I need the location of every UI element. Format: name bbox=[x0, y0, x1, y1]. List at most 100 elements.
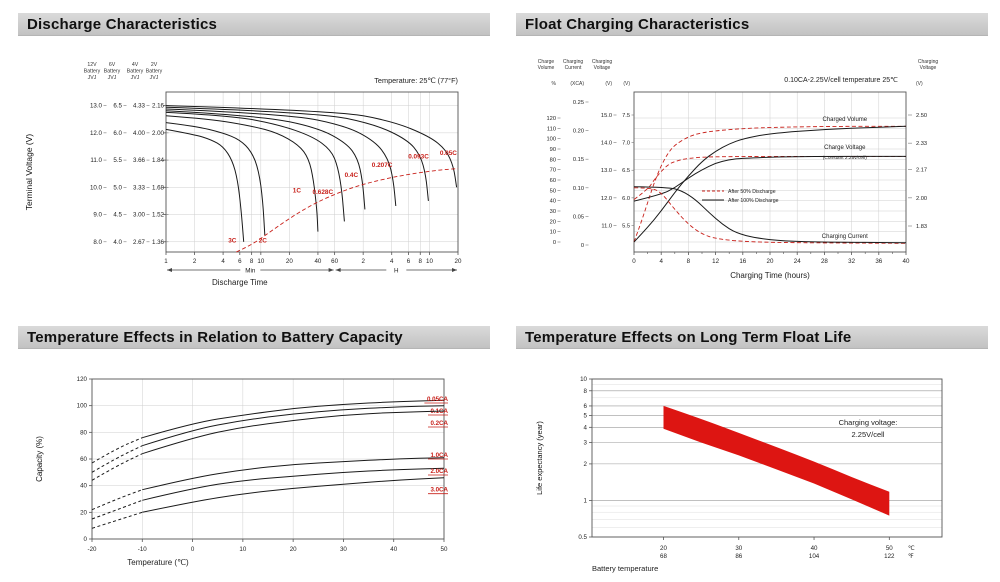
capacity-curve-ext-0.2CA bbox=[91, 453, 143, 481]
battery-column-header: JVJ bbox=[108, 75, 117, 81]
axis-tick-label: 70 bbox=[550, 168, 556, 174]
curve-label: Charged Volume bbox=[822, 117, 867, 123]
axis-header: Charge bbox=[538, 59, 555, 65]
curve-label: Charge Voltage bbox=[824, 145, 866, 151]
capacity-curve-2.0CA bbox=[142, 467, 445, 501]
x-tick-label: 2 bbox=[193, 258, 197, 265]
temperature-note: Temperature: 25℃ (77°F) bbox=[374, 76, 458, 85]
temp-capacity-plot: 0 20 40 60 80 100 120 -20 -10 0 10 20 30 40 50 Capacity… bbox=[35, 376, 449, 567]
x-tick-label: 4 bbox=[659, 258, 663, 265]
legend: After 50% Discharge After 100% Discharge bbox=[702, 189, 779, 204]
gridlines bbox=[634, 92, 906, 252]
axis-tick-label: 2.33 bbox=[916, 141, 927, 147]
axis-tick-label: 11.0 bbox=[601, 223, 612, 229]
x-tick-label: 20 bbox=[290, 546, 297, 553]
x-tick-label: 0 bbox=[191, 546, 195, 553]
curve-charged-volume-after-50 bbox=[633, 125, 906, 243]
axis-tick-label: 0.05 bbox=[573, 214, 584, 220]
plot-border bbox=[591, 378, 943, 538]
x-tick-label-fahrenheit: 68 bbox=[660, 553, 667, 560]
discharge-curve-0.207C bbox=[165, 108, 397, 207]
discharge-curve-1C bbox=[165, 115, 319, 232]
voltage-tick-label: 8.0 bbox=[93, 239, 102, 246]
voltage-tick-label: 1.84 bbox=[152, 157, 165, 164]
voltage-tick-label: 1.36 bbox=[152, 239, 165, 246]
axis-tick-label: 0.10 bbox=[573, 186, 584, 192]
panel-temp-capacity: Temperature Effects in Relation to Batte… bbox=[18, 326, 490, 573]
axis-unit: (V) bbox=[605, 81, 612, 87]
axis-tick-label: 14.0 bbox=[601, 141, 612, 147]
rate-label: 0.628C bbox=[312, 189, 333, 196]
rate-label: 0.05C bbox=[440, 150, 457, 157]
section-header-float-charging: Float Charging Characteristics bbox=[516, 13, 988, 36]
voltage-tick-label: 4.00 bbox=[133, 130, 146, 137]
battery-column-header: JVJ bbox=[150, 75, 159, 81]
x-tick-label: -10 bbox=[138, 546, 148, 553]
temperature-capacity-chart: 0 20 40 60 80 100 120 -20 -10 0 10 20 30 40 50 Capacity… bbox=[35, 376, 449, 567]
battery-column-header: 6V bbox=[109, 62, 116, 68]
x-unit-celsius: ℃ bbox=[908, 546, 915, 552]
capacity-curve-0.05CA bbox=[142, 399, 445, 439]
capacity-curve-ext-2.0CA bbox=[91, 499, 143, 520]
voltage-tick-label: 5.0 bbox=[113, 184, 122, 191]
x-tick-label: 1 bbox=[164, 258, 168, 265]
x-tick-label: 10 bbox=[239, 546, 246, 553]
axis-tick-label: 90 bbox=[550, 147, 556, 153]
axis-header: Current bbox=[565, 65, 582, 71]
x-tick-label: 50 bbox=[441, 546, 448, 553]
condition-note: 0.10CA-2.25V/cell temperature 25℃ bbox=[784, 77, 898, 84]
voltage-tick-label: 4.33 bbox=[133, 103, 146, 110]
x-tick-label: 8 bbox=[687, 258, 691, 265]
x-tick-label: 4 bbox=[390, 258, 394, 265]
axis-header: Charging bbox=[918, 59, 939, 65]
discharge-curve-0.4C bbox=[165, 110, 366, 210]
x-tick-label-celsius: 40 bbox=[811, 545, 818, 552]
axis-header: Charging bbox=[563, 59, 584, 65]
section-header-float-life: Temperature Effects on Long Term Float L… bbox=[516, 326, 988, 349]
annotation-text: Charging voltage: bbox=[839, 418, 898, 427]
axis-tick-label: 0 bbox=[553, 240, 556, 246]
y-tick-label: 40 bbox=[80, 483, 87, 490]
x-tick-label: 10 bbox=[257, 258, 264, 265]
x-tick-label: 40 bbox=[314, 258, 321, 265]
voltage-tick-label: 2.16 bbox=[152, 103, 165, 110]
axis-tick-label: 100 bbox=[547, 137, 557, 143]
x-axis-title: Charging Time (hours) bbox=[730, 271, 810, 280]
x-tick-label-celsius: 30 bbox=[735, 545, 742, 552]
curve-charged-volume-after-100 bbox=[633, 125, 907, 243]
rate-label: 0.093C bbox=[408, 153, 429, 160]
panel-float-charging: Float Charging Characteristics 120 110 100… bbox=[516, 13, 988, 294]
curve-charging-current-after-100 bbox=[633, 186, 907, 244]
axis-tick-label: 40 bbox=[550, 199, 556, 205]
voltage-tick-label: 1.52 bbox=[152, 212, 165, 219]
legend-label: After 100% Discharge bbox=[728, 198, 779, 204]
axis-tick-label: 2.50 bbox=[916, 113, 927, 119]
voltage-tick-label: 2.00 bbox=[152, 130, 165, 137]
y-tick-label: 20 bbox=[80, 509, 87, 516]
x-axis-title: Battery temperature bbox=[592, 564, 658, 573]
axis-unit: (V) bbox=[916, 81, 923, 87]
capacity-curve-0.2CA bbox=[142, 410, 445, 455]
axis-tick-label: 110 bbox=[547, 126, 556, 132]
x-tick-label: 36 bbox=[875, 258, 882, 265]
x-tick-label: 6 bbox=[407, 258, 411, 265]
x-tick-label-celsius: 50 bbox=[886, 545, 893, 552]
x-tick-label: 30 bbox=[340, 546, 347, 553]
axis-tick-label: 7.5 bbox=[622, 113, 630, 119]
y-tick-label: 120 bbox=[77, 376, 88, 383]
capacity-curve-ext-0.1CA bbox=[91, 445, 143, 473]
rate-label: 0.4C bbox=[345, 172, 359, 179]
y-tick-label: 5 bbox=[584, 413, 588, 420]
rate-label: 2C bbox=[259, 238, 268, 245]
section-header-temp-capacity: Temperature Effects in Relation to Batte… bbox=[18, 326, 490, 349]
x-tick-label: 60 bbox=[331, 258, 338, 265]
y-axis-title: Life expectancy (year) bbox=[535, 421, 544, 495]
x-tick-label: 20 bbox=[767, 258, 774, 265]
discharge-curve-3C bbox=[165, 128, 245, 242]
voltage-tick-label: 1.68 bbox=[152, 184, 165, 191]
y-tick-label: 80 bbox=[80, 429, 87, 436]
section-title: Temperature Effects on Long Term Float L… bbox=[525, 328, 852, 346]
y-axis-title: Terminal Voltage (V) bbox=[24, 134, 34, 211]
